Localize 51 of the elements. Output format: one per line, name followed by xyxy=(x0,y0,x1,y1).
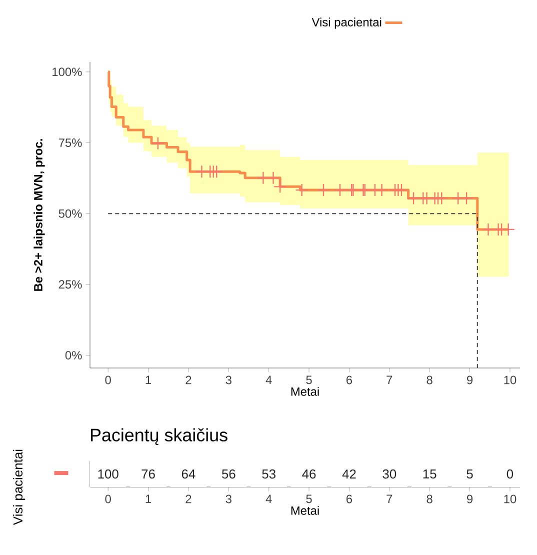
x-tick-label: 9 xyxy=(467,494,473,504)
point xyxy=(333,183,347,197)
x-tick-label: 0 xyxy=(105,494,111,504)
x-axis-title: Metai xyxy=(291,506,319,515)
x-tick-label: 2 xyxy=(186,494,192,504)
point xyxy=(460,192,474,205)
x-tick-label: 6 xyxy=(346,494,352,504)
x-tick-label: 8 xyxy=(426,494,432,504)
data-label: 100 xyxy=(98,469,118,479)
data-label: 53 xyxy=(262,469,276,479)
x-tick-label: 7 xyxy=(386,494,392,503)
point xyxy=(256,171,270,184)
y-tick-label: 100% xyxy=(52,68,82,76)
x-tick-label: 8 xyxy=(426,376,432,384)
data-label: 15 xyxy=(423,469,436,479)
point xyxy=(295,183,308,197)
y-tick-label: 25% xyxy=(58,280,82,289)
x-tick-label: 1 xyxy=(146,494,152,503)
y-tick-label: 0% xyxy=(65,351,82,360)
data-label: 76 xyxy=(142,469,155,479)
data-label: 46 xyxy=(302,469,316,479)
x-axis-title: Metai xyxy=(291,387,319,396)
y-tick-label: 50% xyxy=(58,209,82,218)
data-label: 0 xyxy=(506,469,514,479)
x-tick-label: 7 xyxy=(386,376,392,384)
x-tick-label: 3 xyxy=(226,376,232,384)
x-tick-label: 4 xyxy=(266,376,272,384)
y-tick-label: 75% xyxy=(58,138,82,147)
x-tick-label: 0 xyxy=(105,376,111,384)
data-label: 64 xyxy=(182,469,196,479)
chart-title: Pacientų skaičius xyxy=(90,428,228,445)
x-tick-label: 1 xyxy=(146,376,152,384)
data-label: 5 xyxy=(466,469,473,479)
x-tick-label: 10 xyxy=(504,494,516,504)
x-tick-label: 6 xyxy=(346,376,352,384)
x-tick-label: 5 xyxy=(306,376,312,384)
x-tick-label: 9 xyxy=(467,376,473,384)
data-label: 42 xyxy=(342,469,356,479)
x-tick-label: 2 xyxy=(186,376,192,384)
point xyxy=(482,222,495,236)
legend-label: Visi pacientai xyxy=(312,18,382,29)
x-tick-label: 10 xyxy=(504,376,516,384)
x-tick-label: 3 xyxy=(226,494,232,504)
point xyxy=(151,136,165,150)
x-tick-label: 5 xyxy=(306,494,312,504)
x-tick-label: 4 xyxy=(266,494,272,503)
y-axis-title: Be >2+ laipsnio MVN, proc. xyxy=(34,139,45,291)
data-label: 56 xyxy=(222,469,236,479)
point xyxy=(316,183,330,197)
data-label: 30 xyxy=(382,469,396,479)
point xyxy=(375,183,388,197)
